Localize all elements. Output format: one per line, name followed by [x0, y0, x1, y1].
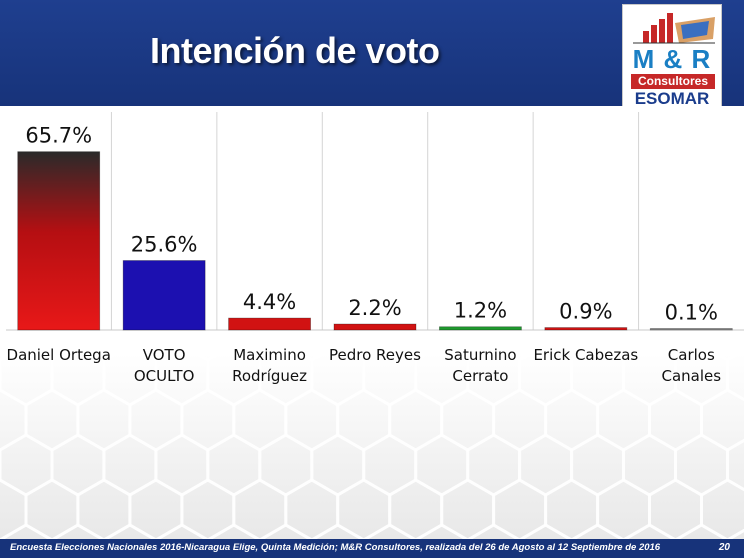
hexagon-shape	[700, 388, 744, 452]
hexagon-shape	[726, 348, 744, 402]
hexagon-shape	[622, 523, 677, 540]
hexagon-shape	[414, 523, 470, 540]
category-label-3: Pedro Reyes	[329, 346, 421, 364]
page-number: 20	[718, 542, 730, 553]
hexagon-shape	[154, 523, 210, 540]
hexagon-shape	[726, 438, 744, 492]
value-label-0: 65.7%	[25, 124, 92, 148]
value-label-1: 25.6%	[131, 233, 198, 257]
header-bar: Intención de voto	[0, 0, 744, 106]
value-label-5: 0.9%	[559, 300, 612, 324]
hexagon-shape	[310, 523, 366, 540]
category-label-4: Cerrato	[452, 367, 508, 385]
category-label-2: Rodríguez	[232, 367, 307, 385]
hexagon-shape	[518, 523, 574, 540]
bar-3	[333, 323, 417, 331]
hexagon-shape	[102, 523, 158, 540]
hexagon-shape	[206, 523, 262, 540]
slide-title: Intención de voto	[150, 30, 440, 71]
logo-esomar: ESOMAR	[634, 89, 710, 108]
value-label-3: 2.2%	[348, 296, 401, 320]
hexagon-shape	[258, 523, 314, 540]
bar-0	[17, 151, 101, 331]
bar-5	[544, 327, 628, 331]
category-label-6: Carlos	[668, 346, 715, 364]
hexagon-shape	[674, 523, 729, 540]
hexagon-shape	[362, 523, 418, 540]
value-label-6: 0.1%	[665, 301, 718, 325]
category-label-5: Erick Cabezas	[533, 346, 638, 364]
category-label-2: Maximino	[233, 346, 306, 364]
bar-chart: 65.7% 25.6% 4.4% 2.2% 1.2% 0.9% 0.1% Daniel Or…	[6, 112, 744, 385]
hexagon-shape	[0, 523, 54, 540]
hexagon-pattern-background	[0, 330, 744, 540]
bar-6	[649, 328, 733, 331]
company-logo: M & R Consultores ESOMAR member	[622, 4, 722, 122]
logo-subtitle: Consultores	[631, 74, 715, 89]
hexagon-shape	[466, 523, 522, 540]
value-label-4: 1.2%	[454, 299, 507, 323]
logo-brand: M & R	[632, 44, 712, 74]
bar-4	[439, 326, 522, 331]
category-label-1: OCULTO	[134, 367, 195, 385]
category-label-6: Canales	[661, 367, 721, 385]
category-label-0: Daniel Ortega	[7, 346, 111, 364]
category-label-4: Saturnino	[444, 346, 516, 364]
category-label-1: VOTO	[143, 346, 186, 364]
hexagon-shape	[700, 478, 744, 540]
hexagon-shape	[50, 523, 106, 540]
footer-source: Encuesta Elecciones Nacionales 2016-Nica…	[10, 542, 661, 553]
hexagon-shape	[570, 523, 625, 540]
logo-graphic-icon	[633, 13, 715, 44]
bar-2	[228, 317, 311, 331]
footer-bar: Encuesta Elecciones Nacionales 2016-Nica…	[0, 539, 744, 558]
bar-1	[122, 260, 206, 331]
value-label-2: 4.4%	[243, 290, 296, 314]
hexagon-shape	[726, 528, 744, 540]
